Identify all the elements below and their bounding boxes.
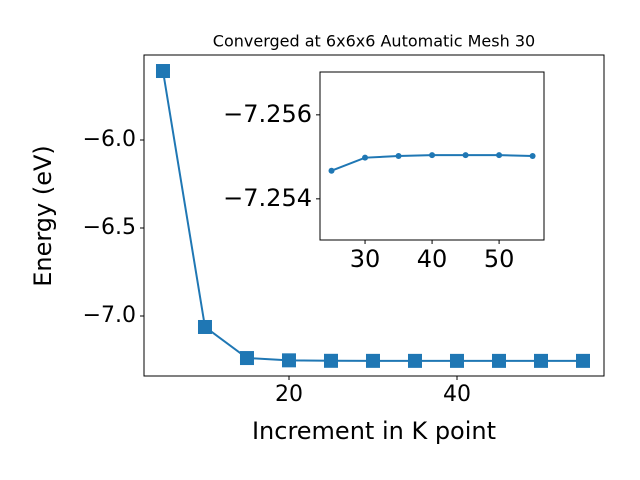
marker [197,319,212,334]
x-tick-label: 50 [484,245,515,273]
marker [491,353,506,368]
y-tick-label: −6.0 [83,127,136,152]
y-tick-label: −7.256 [223,100,312,128]
marker [429,152,436,159]
marker [328,167,335,174]
y-tick-label: −7.0 [83,303,136,328]
marker [239,351,254,366]
marker [395,153,402,159]
marker [529,153,536,159]
marker [155,64,170,79]
x-tick-label: 20 [275,382,303,407]
y-tick-label: −7.254 [223,184,312,212]
marker [407,353,422,368]
marker [449,353,464,368]
marker [575,353,590,368]
marker [281,353,296,368]
marker [362,154,369,161]
marker [365,353,380,368]
x-tick-label: 40 [443,382,471,407]
marker [462,152,469,159]
marker [496,152,503,159]
y-tick-label: −6.5 [83,215,136,240]
x-tick-label: 30 [350,245,381,273]
axes-frame [143,54,605,377]
marker [323,353,338,368]
x-tick-label: 40 [417,245,448,273]
chart-title: Converged at 6x6x6 Automatic Mesh 30 [213,32,535,51]
y-axis-label: Energy (eV) [29,145,57,287]
marker [533,353,548,368]
x-axis-label: Increment in K point [252,417,496,445]
